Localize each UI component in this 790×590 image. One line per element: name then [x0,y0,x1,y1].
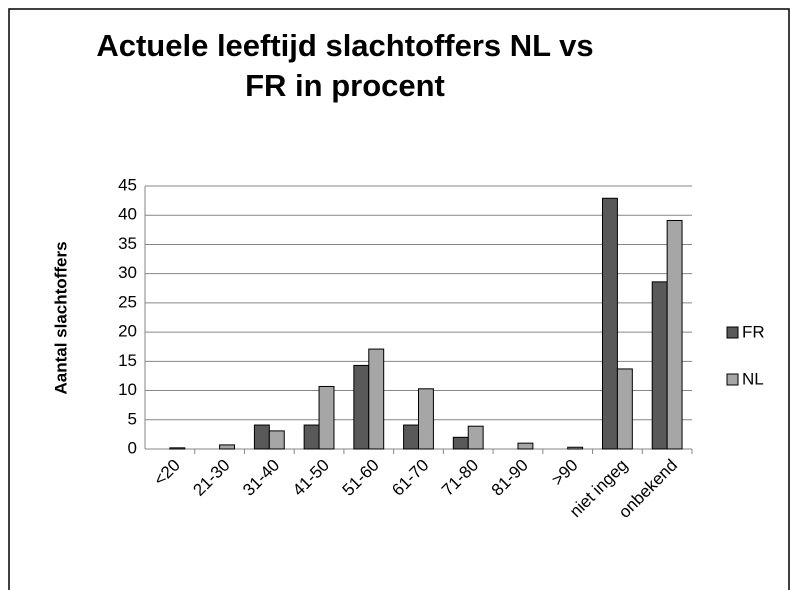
bar [517,442,534,450]
bar [303,424,320,450]
bar [318,385,335,450]
y-tick-label: 10 [118,380,137,399]
bar [268,430,285,450]
legend-label: NL [742,369,764,388]
y-tick-label: 25 [118,292,137,311]
y-tick-label: 5 [128,409,137,428]
legend-label: FR [742,322,765,341]
bar [651,281,668,450]
x-tick-label: 81-90 [488,456,532,500]
y-tick-label: 45 [118,175,137,194]
y-tick-label: 30 [118,263,137,282]
chart-border [8,8,790,590]
bar [567,446,584,450]
y-tick-label: 15 [118,351,137,370]
y-tick-label: 20 [118,322,137,341]
bar [467,425,484,450]
legend-swatch [726,373,739,386]
y-tick-label: 40 [118,205,137,224]
x-tick-label: 41-50 [289,456,333,500]
bar [403,424,419,450]
bar [253,424,270,450]
bar [368,348,385,450]
x-tick-label: 21-30 [189,456,233,500]
y-tick-label: 35 [118,234,137,253]
y-axis-label: Aantal slachtoffers [51,241,70,394]
x-tick-label: >90 [548,456,582,490]
bar [601,197,618,450]
bar [666,219,683,450]
bar [219,444,236,450]
x-tick-label: 71-80 [438,456,482,500]
x-tick-label: 31-40 [239,456,283,500]
bar [353,364,370,450]
bar [418,388,434,450]
bar [616,368,633,450]
legend-swatch [726,326,739,339]
chart-title: FR in procent [245,68,445,103]
bar [169,447,186,450]
x-tick-label: <20 [150,456,184,490]
chart-title: Actuele leeftijd slachtoffers NL vs [96,28,593,63]
y-tick-label: 0 [128,438,137,457]
x-tick-label: 51-60 [339,456,383,500]
x-tick-label: 61-70 [388,456,432,500]
bar [452,436,469,450]
